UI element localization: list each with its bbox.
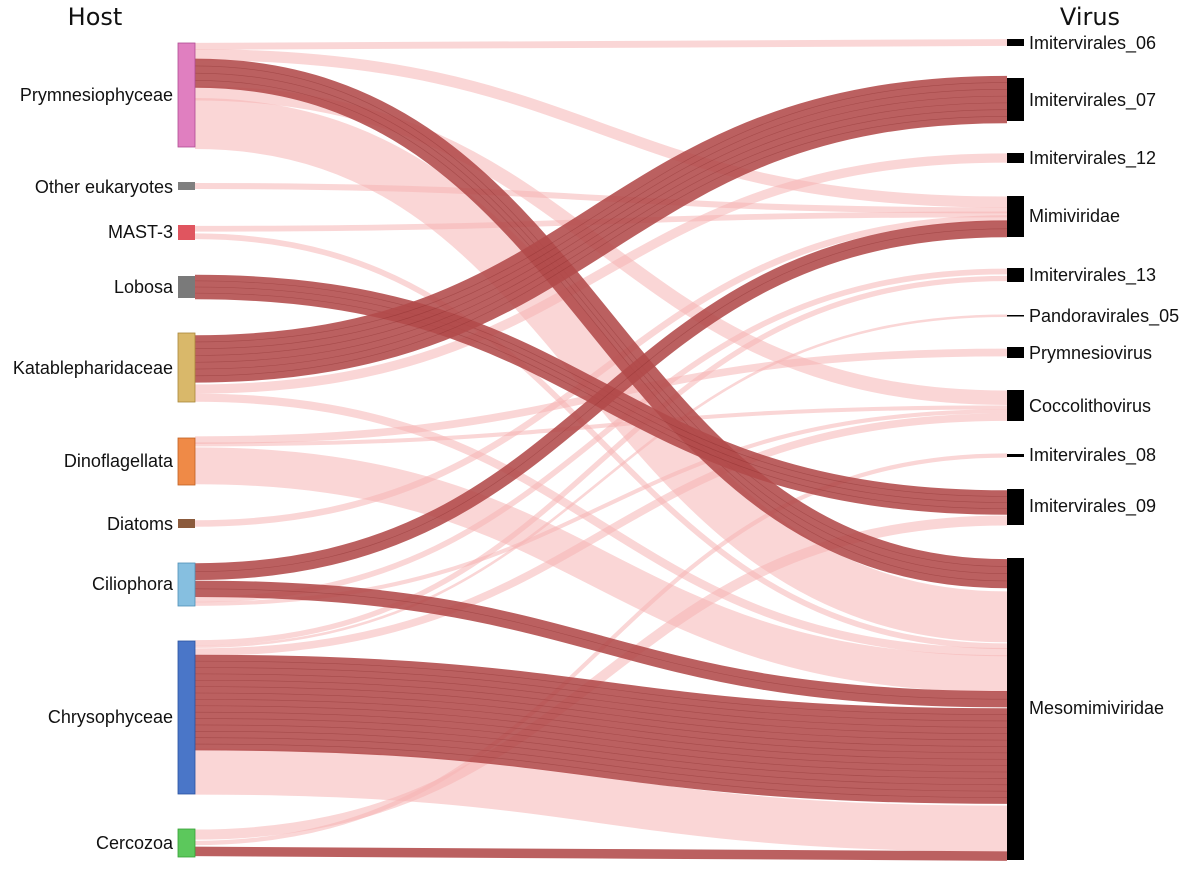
- host-label-other: Other eukaryotes: [35, 177, 173, 197]
- virus-label-i06: Imitervirales_06: [1029, 33, 1156, 54]
- flow-strand: [194, 743, 1008, 798]
- flow-cil-to-i13: [194, 268, 1008, 603]
- flow-strand: [194, 679, 1008, 735]
- virus-node-i13: [1007, 268, 1024, 282]
- virus-label-p05: Pandoravirales_05: [1029, 306, 1179, 327]
- flow-chry-to-meso: [194, 748, 1008, 852]
- host-node-cil: [177, 562, 196, 607]
- flow-strand: [194, 588, 1008, 700]
- flow-chry-to-meso: [194, 654, 1008, 804]
- flow-strand: [194, 699, 1008, 754]
- flow-kat-to-i12: [194, 153, 1008, 394]
- labels: Host Virus Prymnesiophyceae Other eukary…: [13, 3, 1179, 853]
- flow-prym-to-i06: [194, 39, 1008, 50]
- flow-strand: [194, 109, 1008, 370]
- host-node-cerc: [177, 828, 196, 858]
- host-label-prym: Prymnesiophyceae: [20, 85, 173, 105]
- virus-label-i09: Imitervirales_09: [1029, 496, 1156, 517]
- flow-strand: [194, 718, 1008, 773]
- flow-strand: [194, 686, 1008, 741]
- flow-chry-to-coc: [194, 413, 1008, 656]
- flow-strand: [194, 89, 1008, 350]
- flow-strand: [194, 80, 1008, 582]
- flow-strand: [194, 116, 1008, 377]
- flow-cil-to-meso: [194, 580, 1008, 708]
- flow-strand: [194, 72, 1008, 574]
- virus-node-i08: [1007, 454, 1024, 457]
- flow-strand: [194, 673, 1008, 728]
- host-label-mast: MAST-3: [108, 222, 173, 242]
- host-node-other: [178, 182, 195, 190]
- host-label-kat: Katablepharidaceae: [13, 358, 173, 378]
- flows-layer: [194, 39, 1008, 861]
- flow-strand: [194, 95, 1008, 356]
- flow-dino-to-coc: [194, 405, 1008, 447]
- flow-cerc-to-meso: [194, 846, 1008, 861]
- virus-node-i12: [1007, 153, 1024, 163]
- flow-strand: [194, 711, 1008, 766]
- flow-dino-to-meso: [194, 447, 1008, 693]
- virus-label-coc: Coccolithovirus: [1029, 396, 1151, 416]
- flow-prym-to-mimi: [194, 49, 1008, 208]
- flow-kat-to-i07: [194, 75, 1008, 383]
- host-node-kat: [177, 332, 196, 403]
- virus-label-i07: Imitervirales_07: [1029, 90, 1156, 111]
- flow-strand: [194, 82, 1008, 343]
- flow-strand: [194, 737, 1008, 792]
- host-nodes: [177, 42, 196, 858]
- virus-label-meso: Mesomimiviridae: [1029, 698, 1164, 718]
- virus-nodes: [1007, 39, 1024, 860]
- flow-chry-to-p05: [194, 314, 1008, 648]
- virus-label-prv: Prymnesiovirus: [1029, 343, 1152, 363]
- flow-strand: [194, 280, 1008, 497]
- flow-diat-to-mimi: [194, 215, 1008, 527]
- host-label-cil: Ciliophora: [92, 574, 174, 594]
- flow-strand: [194, 228, 1008, 572]
- flow-strand: [194, 667, 1008, 722]
- virus-node-i06: [1007, 39, 1024, 46]
- virus-node-prv: [1007, 347, 1024, 358]
- flow-strand: [194, 102, 1008, 363]
- host-label-chry: Chrysophyceae: [48, 707, 173, 727]
- virus-node-meso: [1007, 558, 1024, 860]
- flow-strand: [194, 692, 1008, 747]
- flow-strand: [194, 65, 1008, 567]
- virus-node-mimi: [1007, 196, 1024, 237]
- virus-column-title: Virus: [1060, 3, 1120, 31]
- flow-kat-to-meso: [194, 393, 1008, 657]
- flow-mast-to-meso: [194, 233, 1008, 650]
- host-node-chry: [177, 640, 196, 795]
- flow-cil-to-mimi: [194, 220, 1008, 580]
- host-label-diat: Diatoms: [107, 514, 173, 534]
- virus-node-p05: [1007, 315, 1024, 317]
- flow-prym-to-meso: [194, 58, 1008, 589]
- host-label-dino: Dinoflagellata: [64, 451, 174, 471]
- host-column-title: Host: [68, 3, 123, 31]
- flow-strand: [194, 724, 1008, 779]
- host-label-cerc: Cercozoa: [96, 833, 174, 853]
- flow-strand: [194, 705, 1008, 760]
- flow-other-to-mimi: [194, 182, 1008, 214]
- flow-chry-to-i13: [194, 275, 1008, 646]
- virus-node-coc: [1007, 390, 1024, 421]
- host-node-mast: [178, 225, 195, 240]
- host-node-dino: [177, 437, 196, 486]
- host-label-lob: Lobosa: [114, 277, 174, 297]
- virus-label-i12: Imitervirales_12: [1029, 148, 1156, 169]
- virus-node-i09: [1007, 489, 1024, 525]
- flow-strand: [194, 660, 1008, 715]
- virus-node-i07: [1007, 78, 1024, 121]
- host-node-lob: [178, 276, 195, 298]
- virus-label-i13: Imitervirales_13: [1029, 265, 1156, 286]
- flow-strand: [194, 730, 1008, 786]
- virus-label-i08: Imitervirales_08: [1029, 445, 1156, 466]
- host-node-diat: [178, 519, 195, 528]
- host-node-prym: [177, 42, 196, 148]
- virus-label-mimi: Mimiviridae: [1029, 206, 1120, 226]
